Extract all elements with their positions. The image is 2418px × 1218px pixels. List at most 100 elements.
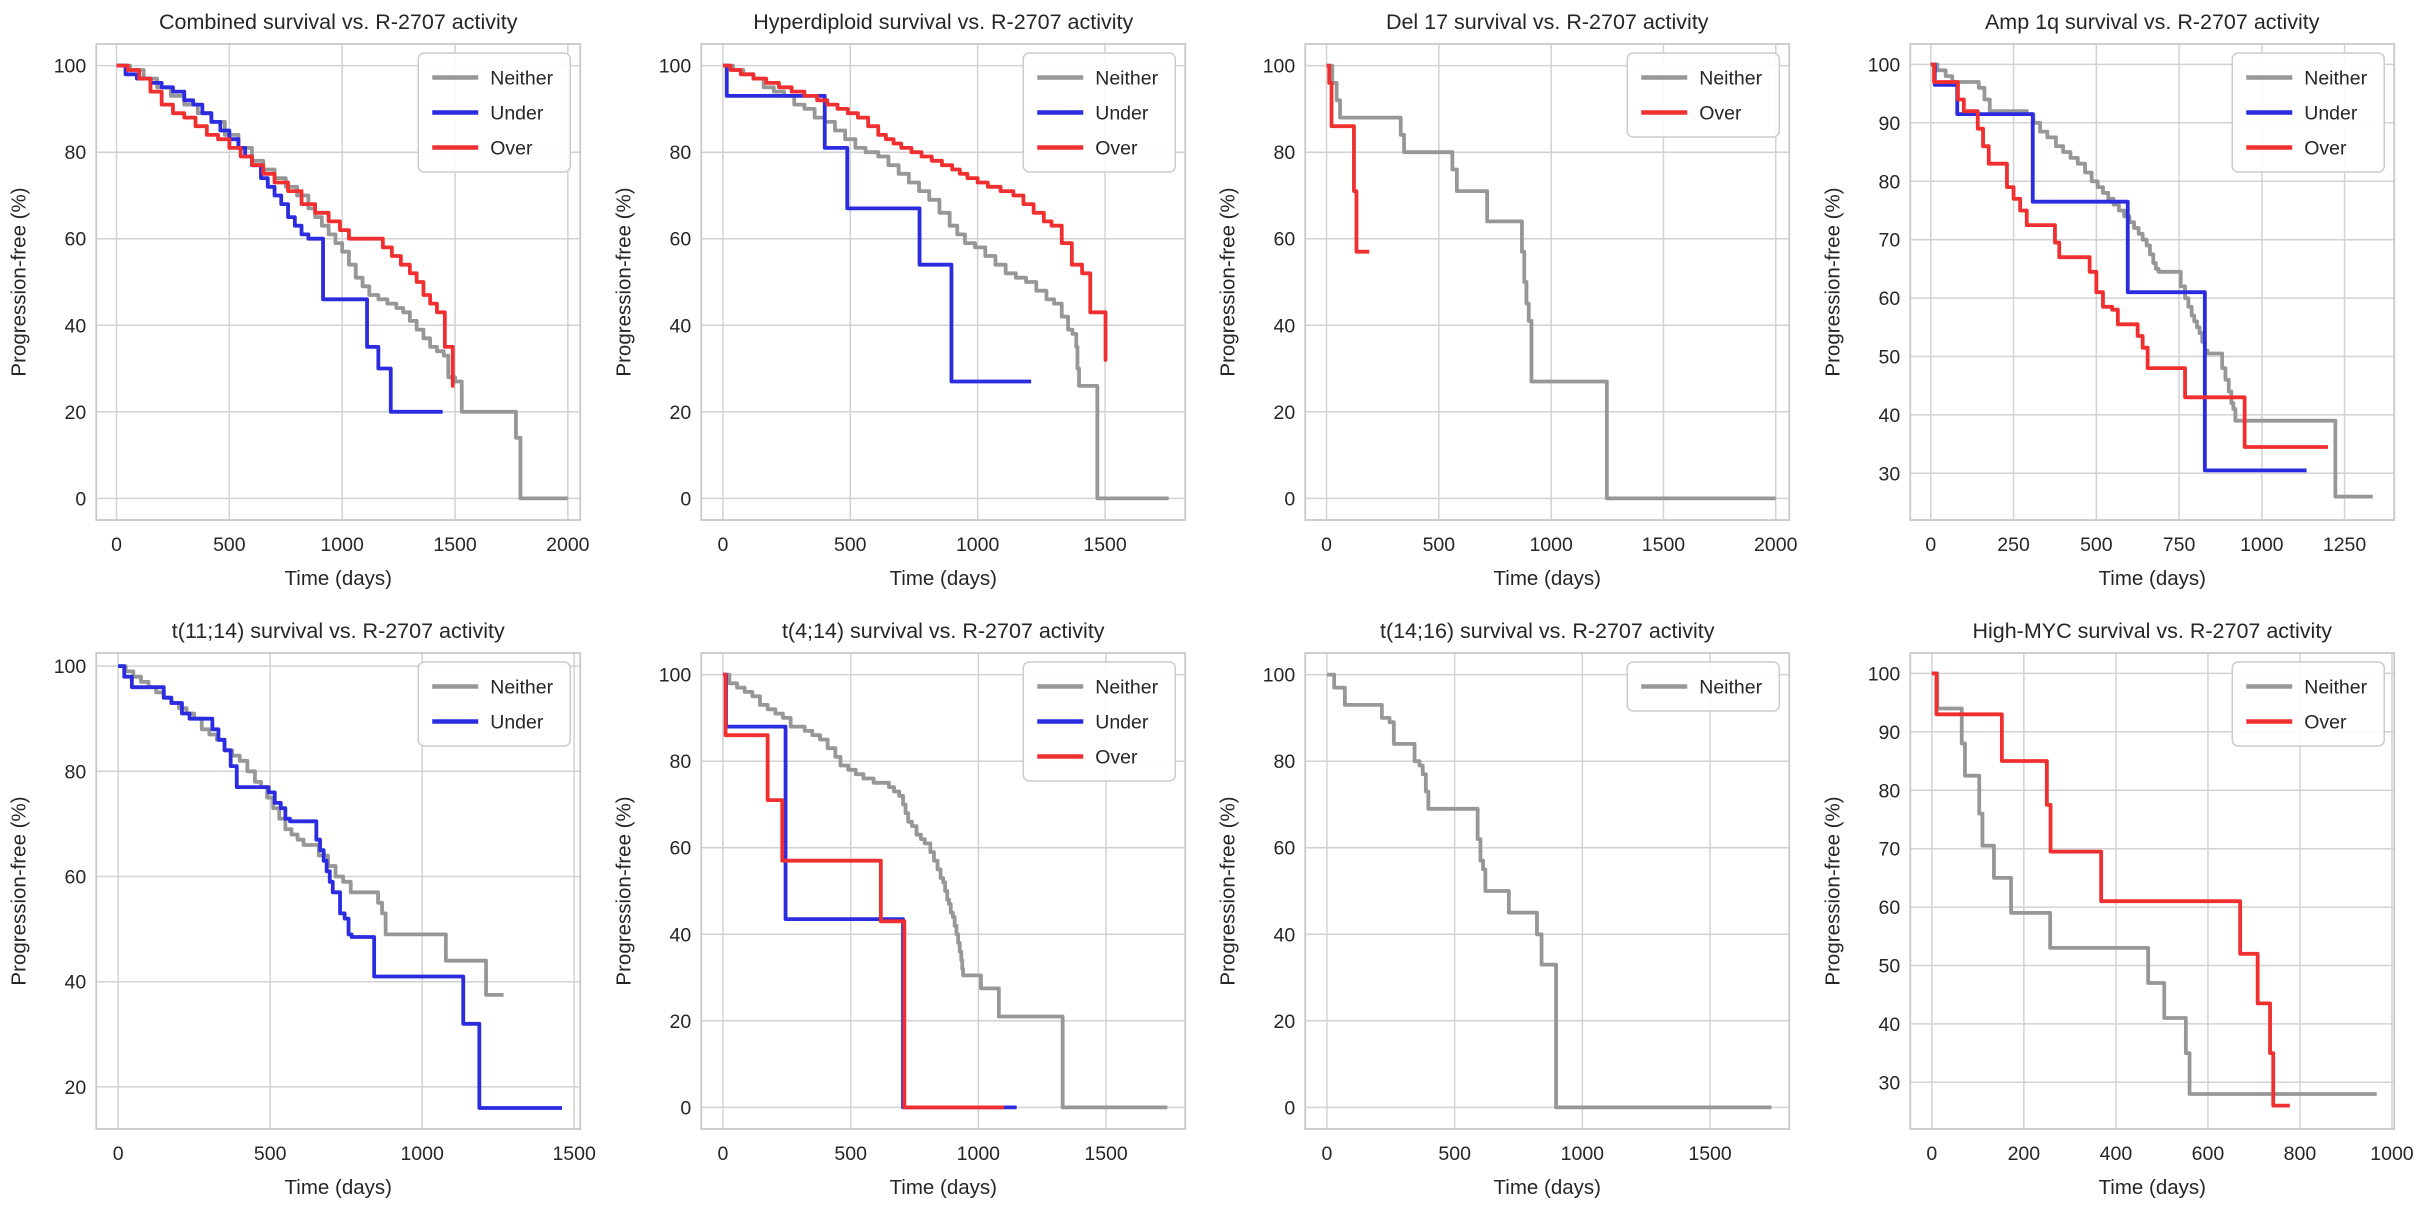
x-tick-label: 500 [833, 534, 866, 556]
y-tick-label: 80 [1878, 171, 1900, 193]
y-tick-label: 60 [1878, 288, 1900, 310]
series-group [1326, 672, 1772, 1110]
x-axis-label: Time (days) [1494, 1176, 1601, 1199]
legend-label: Under [1095, 103, 1149, 125]
x-tick-label: 0 [1322, 1143, 1333, 1165]
y-tick-label: 0 [680, 488, 691, 510]
legend-box [1626, 52, 1780, 138]
plot-frame [95, 43, 582, 521]
x-tick-label: 0 [1925, 534, 1936, 556]
x-tick-label: 500 [213, 534, 246, 556]
plot-frame [1908, 43, 2395, 521]
y-tick-label: 40 [669, 924, 691, 946]
x-axis-label: Time (days) [889, 567, 996, 590]
y-tick-label: 80 [1878, 780, 1900, 802]
y-tick-label: 0 [75, 488, 86, 510]
legend-label: Neither [490, 68, 553, 90]
y-tick-label: 0 [1284, 1097, 1295, 1119]
y-tick-label: 80 [1274, 751, 1296, 773]
series-group [1930, 62, 2373, 499]
plot-frame [699, 43, 1186, 521]
x-tick-label: 1000 [955, 534, 999, 556]
x-tick-label: 1000 [1529, 534, 1573, 556]
x-tick-label: 1500 [1083, 534, 1127, 556]
legend-label: Under [490, 103, 544, 125]
chart-title: t(14;16) survival vs. R-2707 activity [1380, 619, 1715, 643]
y-tick-label: 100 [1867, 54, 1900, 76]
y-tick-label: 40 [1878, 405, 1900, 427]
x-axis-label: Time (days) [889, 1176, 996, 1199]
x-tick-label: 0 [717, 534, 728, 556]
x-tick-label: 500 [2080, 534, 2113, 556]
y-tick-label: 100 [1867, 663, 1900, 685]
x-tick-label: 750 [2162, 534, 2195, 556]
legend-label: Over [1095, 747, 1138, 769]
legend-label: Over [1699, 103, 1742, 125]
series-line-over [722, 672, 1004, 1110]
chart-canvas: 0 500 1000 1500 2000 0 20 40 60 80 100 Combined sur… [0, 0, 605, 609]
plot-frame [699, 652, 1186, 1130]
x-tick-label: 2000 [1754, 534, 1798, 556]
y-tick-label: 100 [658, 56, 691, 78]
series-line-neither [722, 672, 1167, 1110]
plot-frame [1908, 652, 2395, 1130]
x-tick-label: 800 [2283, 1143, 2316, 1165]
y-tick-label: 40 [1878, 1014, 1900, 1036]
x-tick-label: 0 [1321, 534, 1332, 556]
series-group [1931, 671, 2377, 1108]
y-tick-label: 40 [1274, 315, 1296, 337]
legend-label: Over [1095, 138, 1138, 160]
chart-canvas: 0 500 1000 1500 2000 0 20 40 60 80 100 Del 17 survi… [1209, 0, 1814, 609]
x-tick-label: 0 [717, 1143, 728, 1165]
legend-label: Under [490, 712, 544, 734]
y-tick-label: 0 [680, 1097, 691, 1119]
plot-frame [1304, 43, 1791, 521]
x-axis-label: Time (days) [285, 567, 392, 590]
x-tick-label: 1250 [2322, 534, 2366, 556]
subplot-combined: 0 500 1000 1500 2000 0 20 40 60 80 100 Combined sur… [0, 0, 605, 609]
legend-box [417, 52, 571, 173]
y-axis-label: Progression-free (%) [7, 796, 30, 985]
legend-label: Neither [2304, 68, 2367, 90]
y-axis-label: Progression-free (%) [1216, 796, 1239, 985]
x-tick-label: 1500 [433, 534, 477, 556]
y-tick-label: 60 [1878, 897, 1900, 919]
chart-canvas: 0 500 1000 1500 20 40 60 80 100 t(11;14) survival… [0, 609, 605, 1218]
legend: Neither Over [2231, 661, 2385, 747]
legend: Neither Under [417, 661, 571, 747]
legend-label: Neither [2304, 677, 2367, 699]
series-line-neither [1326, 63, 1776, 501]
y-tick-label: 40 [1274, 924, 1296, 946]
x-tick-label: 1000 [320, 534, 364, 556]
legend-label: Under [2304, 103, 2358, 125]
legend: Neither Under Over [1022, 661, 1176, 782]
legend-box [417, 661, 571, 747]
chart-title: Combined survival vs. R-2707 activity [159, 10, 518, 34]
y-tick-label: 40 [65, 315, 87, 337]
x-tick-label: 0 [111, 534, 122, 556]
y-tick-label: 60 [669, 229, 691, 251]
legend: Neither Under Over [2231, 52, 2385, 173]
y-tick-label: 80 [669, 142, 691, 164]
y-tick-label: 80 [65, 142, 87, 164]
legend-label: Neither [490, 677, 553, 699]
x-axis-label: Time (days) [2098, 1176, 2205, 1199]
y-tick-label: 60 [669, 838, 691, 860]
series-line-neither [722, 63, 1169, 501]
y-tick-label: 20 [65, 402, 87, 424]
y-tick-label: 70 [1878, 230, 1900, 252]
legend-label: Under [1095, 712, 1149, 734]
legend-label: Neither [1095, 68, 1158, 90]
x-tick-label: 1000 [2240, 534, 2284, 556]
x-tick-label: 500 [1423, 534, 1456, 556]
chart-canvas: 0 200 400 600 800 1000 30 40 50 60 70 80 90 100 High-M… [1813, 609, 2418, 1218]
plot-frame [95, 652, 582, 1130]
x-tick-label: 1000 [956, 1143, 1000, 1165]
chart-title: Hyperdiploid survival vs. R-2707 activit… [753, 10, 1133, 34]
x-axis-label: Time (days) [285, 1176, 392, 1199]
y-tick-label: 60 [1274, 229, 1296, 251]
x-tick-label: 200 [2007, 1143, 2040, 1165]
y-tick-label: 80 [1274, 142, 1296, 164]
x-tick-label: 1500 [552, 1143, 596, 1165]
